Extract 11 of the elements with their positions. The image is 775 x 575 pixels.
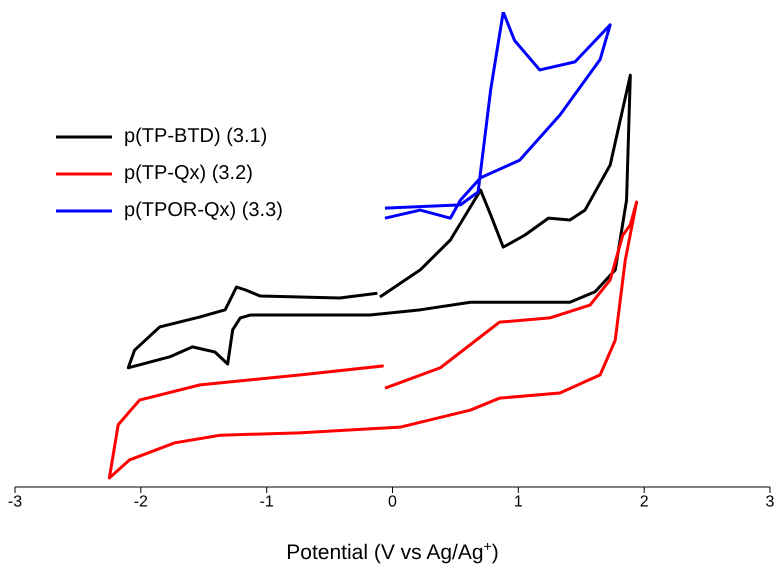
x-tick-label: -2 <box>134 493 148 510</box>
legend-label: p(TP-Qx) (3.2) <box>124 162 253 185</box>
x-tick-label: 3 <box>766 493 775 510</box>
legend-label: p(TPOR-Qx) (3.3) <box>124 199 283 222</box>
x-tick-label: 1 <box>514 493 523 510</box>
legend-label: p(TP-BTD) (3.1) <box>124 125 268 148</box>
x-tick-label: 0 <box>388 493 398 510</box>
x-axis-title: Potential (V vs Ag/Ag$^{+}$) <box>286 538 499 564</box>
x-tick-label: -3 <box>8 493 22 510</box>
x-tick-label: 2 <box>640 493 649 510</box>
x-tick-label: -1 <box>260 493 274 510</box>
